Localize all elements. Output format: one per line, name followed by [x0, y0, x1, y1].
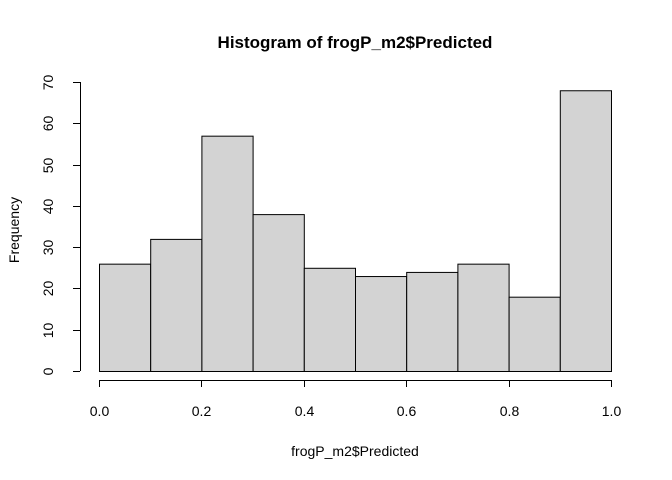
y-axis: 0 10 20 30 40 50 60 70 — [40, 75, 81, 375]
y-tick-label-3: 20 — [40, 281, 56, 297]
histogram-bar-6 — [355, 276, 408, 372]
bars-group — [99, 90, 612, 372]
x-tick-label-5: 0.8 — [500, 403, 520, 419]
x-tick-label-2: 0.2 — [192, 403, 212, 419]
y-axis-label: Frequency — [6, 197, 22, 263]
histogram-bar-10 — [559, 90, 612, 372]
histogram-bar-1 — [99, 263, 152, 372]
histogram-bar-9 — [508, 296, 561, 372]
x-axis-label: frogP_m2$Predicted — [291, 443, 419, 459]
y-tick-label-8: 70 — [40, 75, 56, 91]
y-tick-label-5: 40 — [40, 199, 56, 215]
y-tick-label-2: 10 — [40, 323, 56, 339]
y-tick-label-7: 60 — [40, 116, 56, 132]
histogram-bar-3 — [201, 135, 254, 372]
y-tick-label-4: 30 — [40, 240, 56, 256]
x-tick-label-3: 0.4 — [295, 403, 315, 419]
x-tick-label-4: 0.6 — [397, 403, 417, 419]
histogram-bar-7 — [406, 271, 459, 372]
histogram-bar-4 — [252, 214, 305, 372]
x-tick-label-6: 1.0 — [602, 403, 622, 419]
x-axis: 0.0 0.2 0.4 0.6 0.8 1.0 — [90, 380, 622, 419]
x-tick-label-1: 0.0 — [90, 403, 110, 419]
histogram-bar-8 — [457, 263, 510, 372]
y-tick-label-1: 0 — [40, 367, 56, 375]
y-tick-label-6: 50 — [40, 158, 56, 174]
histogram-bar-2 — [150, 238, 203, 372]
histogram-bar-5 — [303, 267, 356, 372]
chart-title: Histogram of frogP_m2$Predicted — [218, 33, 493, 52]
